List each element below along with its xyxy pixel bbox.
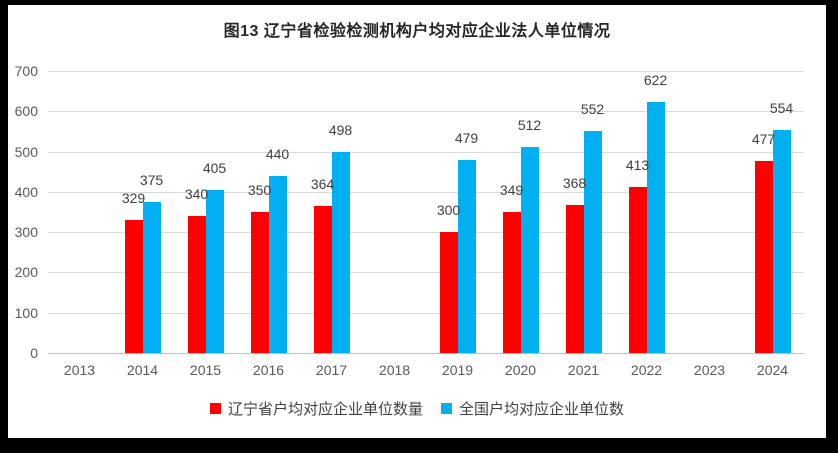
- gridline-100: [48, 312, 804, 314]
- legend-item-liaoning: 辽宁省户均对应企业单位数量: [209, 398, 423, 419]
- legend: 辽宁省户均对应企业单位数量 全国户均对应企业单位数: [8, 398, 826, 419]
- x-tick-label-2023: 2023: [693, 362, 726, 378]
- bar-label-liaoning-2019: 300: [436, 202, 461, 219]
- bar-national-2017: [331, 152, 350, 353]
- y-tick-label-500: 500: [14, 143, 38, 160]
- y-tick-label-0: 0: [30, 345, 38, 361]
- bar-label-national-2014: 375: [139, 171, 164, 188]
- bar-national-2015: [205, 189, 224, 353]
- legend-swatch-liaoning: [209, 403, 221, 414]
- bar-label-national-2022: 622: [643, 72, 668, 89]
- bar-label-liaoning-2020: 349: [499, 182, 524, 199]
- y-tick-label-300: 300: [14, 224, 38, 241]
- x-tick-label-2019: 2019: [441, 362, 474, 378]
- bar-label-liaoning-2022: 413: [625, 156, 650, 173]
- bar-label-national-2021: 552: [580, 100, 605, 117]
- bar-label-liaoning-2024: 477: [751, 130, 776, 147]
- x-tick-label-2017: 2017: [315, 362, 348, 378]
- bar-label-national-2020: 512: [517, 116, 542, 133]
- legend-swatch-national: [441, 403, 452, 414]
- bar-national-2016: [268, 175, 287, 353]
- bar-liaoning-2020: [502, 212, 521, 353]
- bar-label-national-2016: 440: [265, 145, 290, 162]
- gridline-0: [48, 353, 804, 354]
- bar-national-2024: [772, 129, 791, 353]
- x-tick-label-2015: 2015: [189, 362, 222, 378]
- bar-national-2019: [457, 160, 476, 353]
- legend-item-national: 全国户均对应企业单位数: [441, 398, 624, 419]
- bar-national-2021: [583, 130, 602, 353]
- gridline-300: [48, 232, 804, 234]
- x-tick-label-2021: 2021: [567, 362, 600, 378]
- bar-label-national-2017: 498: [328, 122, 353, 139]
- bar-liaoning-2015: [187, 216, 206, 353]
- y-tick-label-100: 100: [14, 304, 38, 321]
- y-tick-label-700: 700: [14, 63, 38, 79]
- bar-label-liaoning-2014: 329: [121, 190, 146, 207]
- x-tick-label-2018: 2018: [378, 362, 411, 378]
- bar-label-liaoning-2017: 364: [310, 176, 335, 193]
- bar-label-national-2024: 554: [769, 99, 794, 116]
- bar-liaoning-2024: [754, 160, 773, 353]
- legend-label-liaoning: 辽宁省户均对应企业单位数量: [227, 401, 423, 418]
- y-tick-label-600: 600: [14, 103, 38, 120]
- bar-liaoning-2014: [124, 220, 143, 353]
- legend-label-national: 全国户均对应企业单位数: [459, 401, 625, 418]
- y-tick-label-200: 200: [14, 264, 38, 281]
- bar-national-2022: [646, 102, 665, 353]
- x-tick-label-2022: 2022: [630, 362, 663, 378]
- bar-label-liaoning-2016: 350: [247, 182, 272, 198]
- bar-label-national-2015: 405: [202, 159, 227, 176]
- bar-liaoning-2021: [565, 204, 584, 353]
- gridline-400: [48, 191, 804, 193]
- chart-area: 图13 辽宁省检验检测机构户均对应企业法人单位情况 0 100 200 300 400 5…: [8, 5, 826, 438]
- x-tick-label-2016: 2016: [252, 362, 285, 378]
- gridline-700: [48, 71, 804, 72]
- x-tick-label-2024: 2024: [756, 362, 789, 378]
- y-tick-label-400: 400: [14, 183, 38, 200]
- bar-label-liaoning-2021: 368: [562, 174, 587, 191]
- bar-liaoning-2022: [628, 186, 647, 353]
- x-tick-label-2020: 2020: [504, 362, 537, 378]
- x-tick-label-2014: 2014: [126, 362, 159, 378]
- bar-label-national-2019: 479: [454, 130, 479, 147]
- bar-label-liaoning-2015: 340: [184, 186, 209, 203]
- bar-liaoning-2016: [250, 212, 269, 353]
- bar-national-2020: [520, 146, 539, 353]
- plot-area: 0 100 200 300 400 500 600 700 2013 2014 329 375 2015…: [15, 63, 804, 378]
- chart-title: 图13 辽宁省检验检测机构户均对应企业法人单位情况: [223, 23, 611, 40]
- bar-liaoning-2019: [439, 232, 458, 353]
- gridline-200: [48, 272, 804, 274]
- gridline-600: [48, 111, 804, 113]
- bar-national-2014: [142, 201, 161, 353]
- gridline-500: [48, 151, 804, 153]
- bar-liaoning-2017: [313, 206, 332, 353]
- x-tick-label-2013: 2013: [63, 362, 96, 378]
